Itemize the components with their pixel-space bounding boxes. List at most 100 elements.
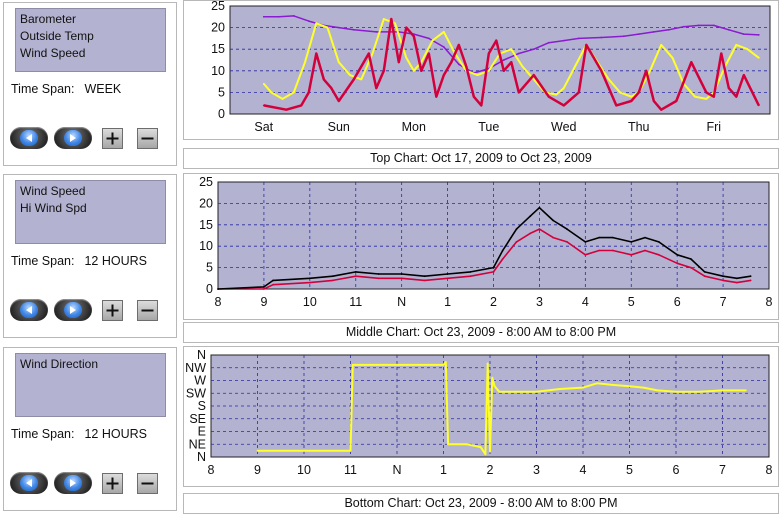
- y-tick-label: 5: [218, 85, 225, 99]
- data-point: [585, 44, 588, 46]
- data-point: [736, 277, 738, 280]
- data-point: [423, 279, 426, 282]
- data-point: [612, 236, 614, 239]
- prev-button[interactable]: [10, 472, 48, 494]
- data-point: [300, 104, 303, 107]
- x-tick-label: 10: [297, 463, 311, 477]
- data-point: [262, 15, 265, 18]
- data-point: [757, 104, 760, 107]
- x-tick-label: Sun: [328, 120, 350, 134]
- data-point: [660, 108, 663, 111]
- x-tick-label: 6: [673, 463, 680, 477]
- zoom-out-button[interactable]: [137, 128, 158, 149]
- zoom-out-button[interactable]: [137, 300, 158, 321]
- data-point: [532, 78, 535, 81]
- data-point: [427, 52, 430, 55]
- data-point: [598, 236, 600, 239]
- data-point: [405, 26, 408, 29]
- data-point: [371, 52, 374, 55]
- data-point: [502, 69, 505, 72]
- data-point: [744, 389, 747, 392]
- data-point: [412, 69, 415, 72]
- data-point: [493, 385, 496, 388]
- prev-button[interactable]: [10, 127, 48, 149]
- data-point: [705, 91, 708, 94]
- data-point: [469, 271, 472, 273]
- control-panel-top: Barometer Outside Temp Wind Speed Time S…: [3, 2, 177, 166]
- x-tick-label: Mon: [402, 120, 426, 134]
- y-tick-label: 20: [211, 21, 225, 35]
- data-point: [532, 74, 535, 76]
- y-tick-label: 10: [211, 64, 225, 78]
- data-point: [515, 241, 518, 243]
- x-tick-label: 11: [344, 463, 357, 477]
- data-point: [547, 95, 550, 98]
- data-point: [697, 24, 700, 27]
- data-point: [495, 39, 498, 42]
- next-button[interactable]: [54, 299, 92, 321]
- data-point: [486, 362, 489, 365]
- data-point: [367, 52, 370, 55]
- series-list-item[interactable]: Wind Speed: [20, 184, 86, 198]
- data-point: [420, 69, 423, 72]
- data-point: [736, 281, 738, 284]
- minus-icon: [141, 309, 154, 312]
- series-list-bottom[interactable]: Wind Direction: [15, 353, 166, 417]
- data-point: [304, 61, 306, 64]
- y-tick-label: SW: [186, 386, 206, 400]
- series-list-middle[interactable]: Wind Speed Hi Wind Spd: [15, 180, 166, 244]
- data-point: [277, 15, 280, 18]
- prev-button[interactable]: [10, 299, 48, 321]
- data-point: [351, 364, 354, 366]
- data-point: [742, 74, 745, 76]
- data-point: [690, 61, 693, 64]
- data-point: [315, 52, 318, 55]
- data-point: [354, 275, 357, 278]
- y-tick-label: 10: [199, 239, 213, 253]
- data-point: [472, 95, 475, 98]
- data-point: [469, 275, 472, 278]
- data-point: [435, 95, 438, 98]
- next-button[interactable]: [54, 472, 92, 494]
- series-list-item[interactable]: Outside Temp: [20, 29, 94, 43]
- data-point: [307, 20, 310, 22]
- data-point: [552, 236, 555, 239]
- x-tick-label: Sat: [254, 120, 273, 134]
- data-point: [420, 61, 423, 64]
- data-point: [645, 69, 648, 72]
- y-tick-label: 15: [211, 42, 225, 56]
- data-point: [272, 279, 274, 282]
- data-point: [480, 104, 483, 107]
- data-point: [498, 390, 501, 393]
- series-list-item[interactable]: Hi Wind Spd: [20, 201, 87, 215]
- data-point: [727, 87, 730, 89]
- zoom-in-button[interactable]: [102, 300, 123, 321]
- zoom-in-button[interactable]: [102, 128, 123, 149]
- data-point: [479, 446, 482, 448]
- series-line-hi-wind-spd: [217, 206, 751, 290]
- data-point: [337, 100, 340, 102]
- data-point: [337, 61, 340, 64]
- data-point: [703, 271, 706, 273]
- series-list-item[interactable]: Barometer: [20, 12, 77, 26]
- x-tick-label: 6: [674, 295, 681, 309]
- data-point: [450, 61, 453, 64]
- data-point: [315, 22, 318, 25]
- top-chart: 0 5 10 15 20 25 Sat Sun Mon Tue Wed Thu Fri: [183, 0, 779, 140]
- data-point: [628, 385, 631, 388]
- zoom-in-button[interactable]: [102, 473, 123, 494]
- series-list-item[interactable]: Wind Direction: [20, 357, 99, 371]
- data-point: [331, 275, 334, 278]
- data-point: [326, 26, 329, 29]
- zoom-out-button[interactable]: [137, 473, 158, 494]
- data-point: [476, 74, 479, 76]
- data-point: [642, 386, 645, 389]
- series-list-item[interactable]: Wind Speed: [20, 46, 86, 60]
- data-point: [630, 241, 633, 243]
- data-point: [742, 33, 745, 35]
- data-point: [412, 35, 415, 38]
- next-button[interactable]: [54, 127, 92, 149]
- series-list-top[interactable]: Barometer Outside Temp Wind Speed: [15, 8, 166, 72]
- data-point: [529, 215, 532, 218]
- x-tick-label: 3: [536, 295, 543, 309]
